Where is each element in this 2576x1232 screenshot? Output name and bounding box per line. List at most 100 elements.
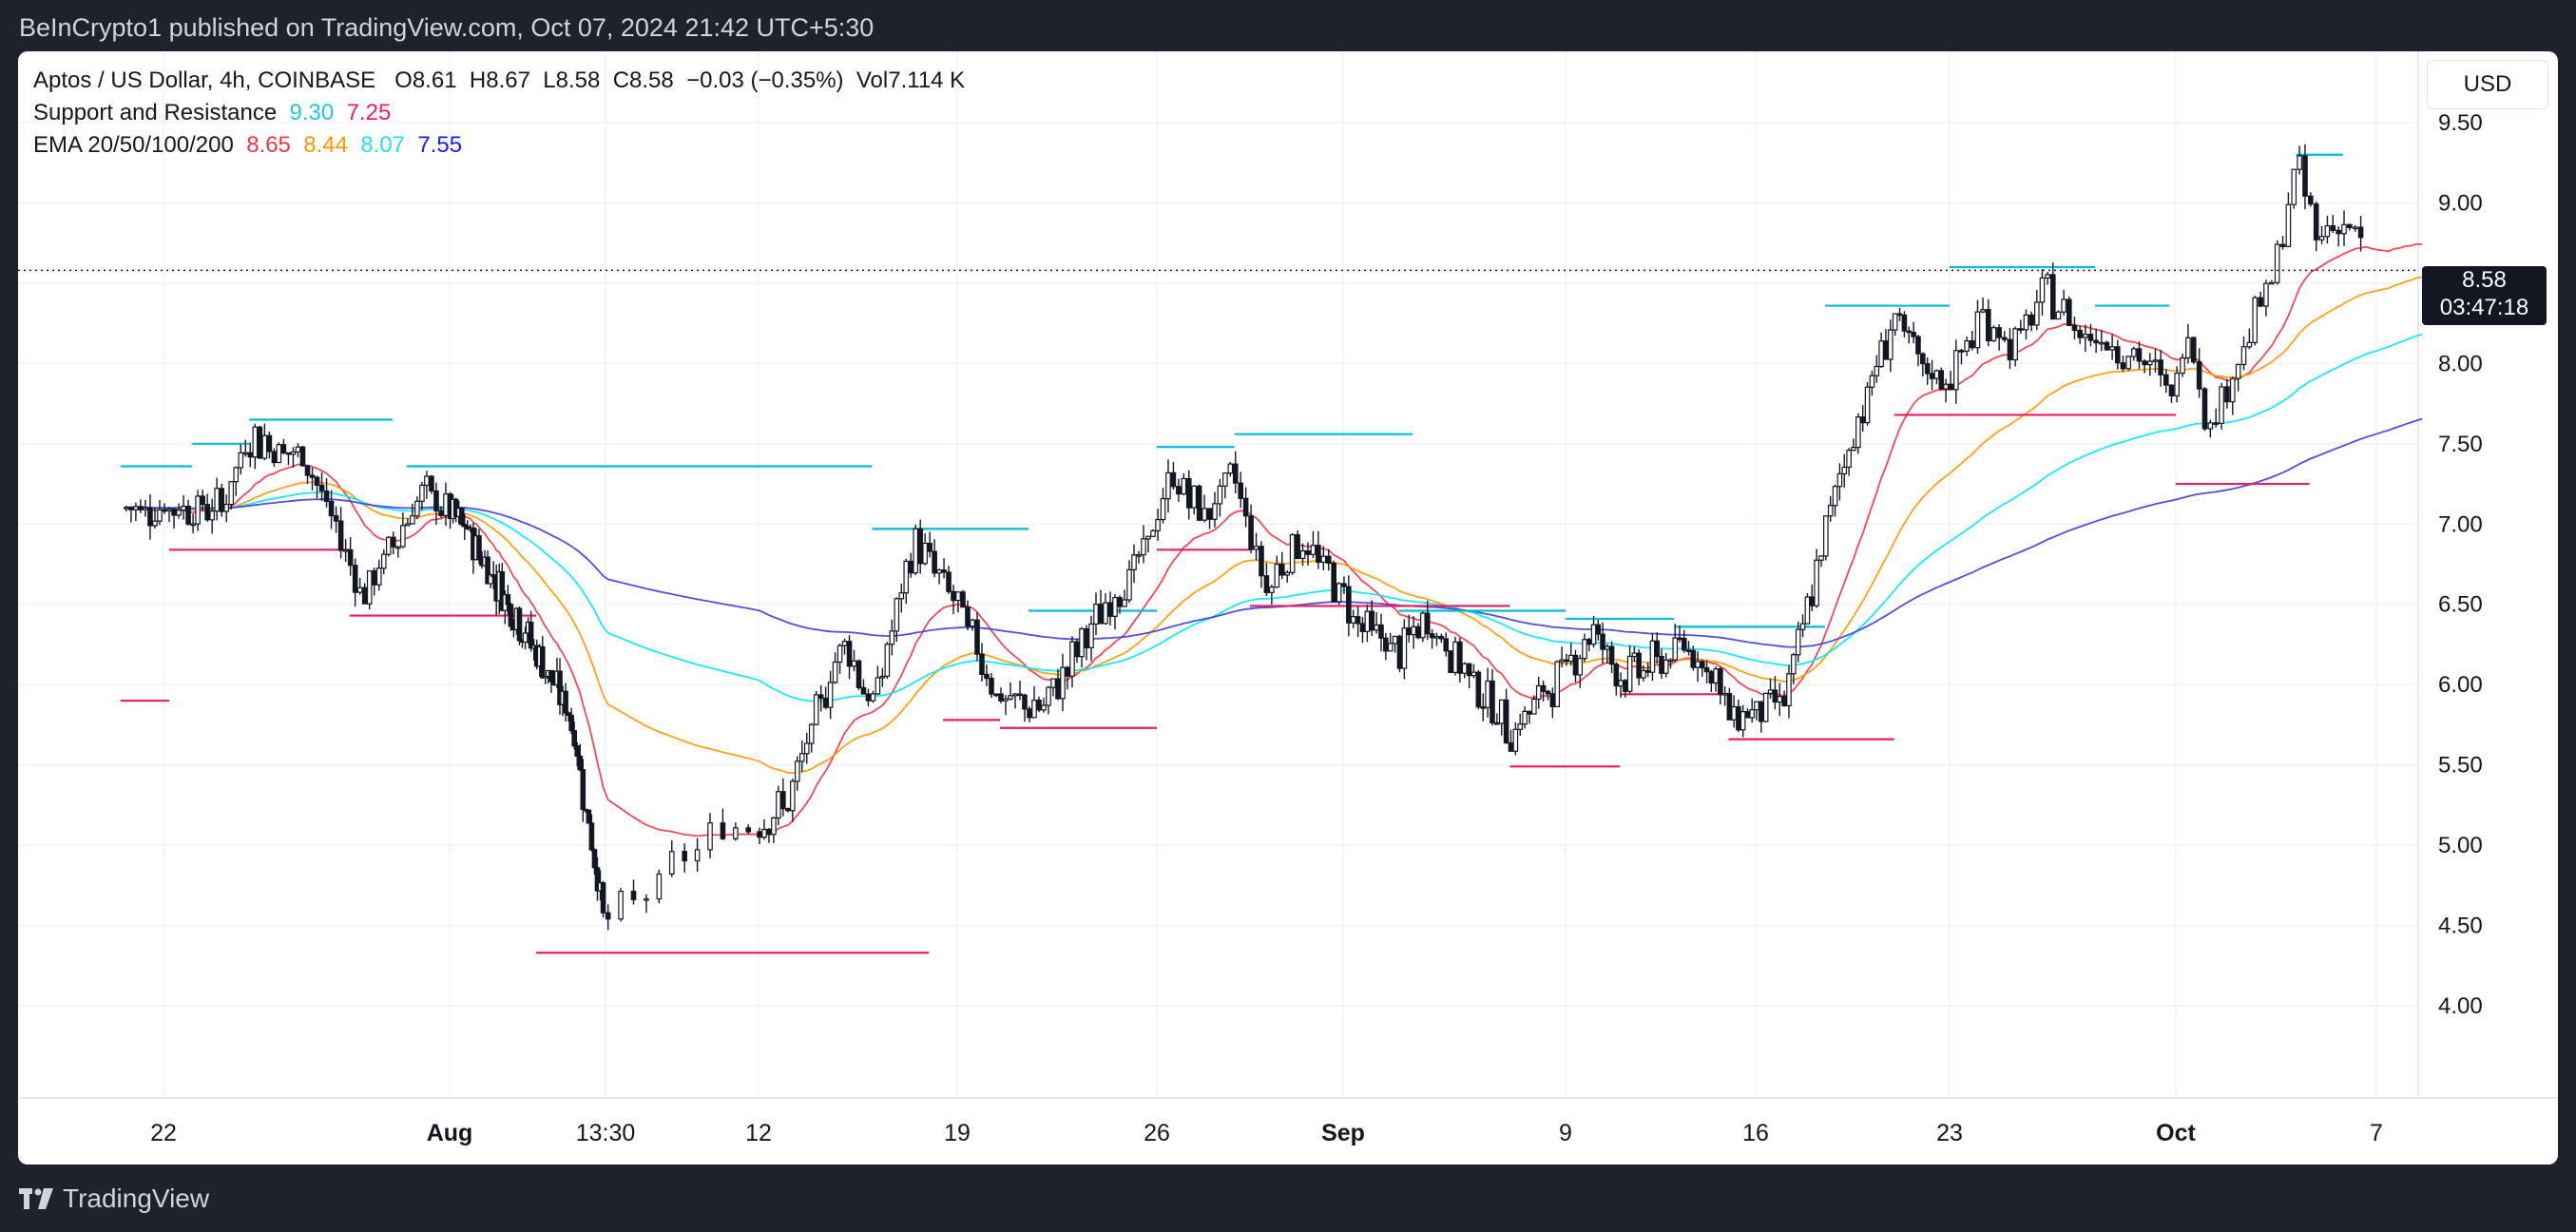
candle-body [1883, 340, 1889, 360]
candle-body [1055, 678, 1061, 700]
candle [1700, 659, 1705, 677]
candle-body [913, 528, 919, 574]
candle [214, 477, 220, 521]
candle [138, 499, 144, 513]
candle-body [1970, 339, 1975, 349]
candle [395, 546, 401, 558]
candle [162, 503, 167, 514]
candle [2352, 224, 2358, 232]
price-tick-label: 5.50 [2438, 753, 2483, 779]
ema-50-line [125, 276, 2423, 775]
candle-body [1350, 616, 1356, 624]
candle-body [152, 520, 158, 527]
candle-body [1117, 596, 1123, 607]
candle [252, 423, 259, 470]
candle [190, 513, 196, 534]
candle-body [2120, 362, 2126, 370]
candle-body [400, 525, 406, 548]
candle [1494, 713, 1500, 725]
legend-symbol-row[interactable]: Aptos / US Dollar, 4h, COINBASE O8.61 H8… [33, 65, 965, 97]
candle [1003, 695, 1009, 716]
candle [1176, 478, 1182, 502]
candle-body [1050, 678, 1056, 688]
candle [128, 506, 134, 523]
legend-sr-row[interactable]: Support and Resistance 9.30 7.25 [33, 97, 965, 129]
candle [1346, 575, 1352, 637]
candle-body [1677, 637, 1682, 641]
candle [1331, 560, 1337, 603]
candle [2115, 339, 2121, 370]
candle [1626, 645, 1633, 695]
candle [1980, 297, 1986, 314]
currency-button[interactable]: USD [2427, 60, 2548, 109]
candle [941, 558, 947, 579]
price-chart[interactable]: 9.509.008.508.007.507.006.506.005.505.00… [18, 51, 2558, 1165]
candle-body [290, 451, 297, 455]
candle-body [1485, 680, 1490, 708]
candle-body [2219, 386, 2224, 424]
candle [1098, 589, 1104, 625]
candle-body [1131, 554, 1137, 570]
candle [1490, 669, 1495, 726]
candle [1708, 669, 1715, 693]
candle [543, 675, 548, 684]
candle-body [1008, 695, 1013, 700]
candle [356, 577, 363, 595]
candle-body [1122, 599, 1127, 607]
candle-body [1017, 693, 1023, 697]
candle-body [979, 653, 985, 675]
candle-body [1535, 684, 1542, 701]
candle-body [257, 426, 263, 459]
brand-name: TradingView [63, 1184, 210, 1213]
candle-body [757, 831, 762, 838]
candle-body [223, 504, 230, 512]
price-tick-label: 6.50 [2438, 592, 2483, 618]
candle [2125, 356, 2131, 371]
candle [1433, 632, 1440, 646]
candle-body [1744, 711, 1751, 719]
time-tick-label: Aug [427, 1120, 473, 1146]
candle-body [1242, 497, 1249, 517]
candle-body [1278, 563, 1285, 576]
candle [2336, 226, 2341, 247]
candle-body [2190, 337, 2197, 363]
publish-header: BeInCrypto1 published on TradingView.com… [0, 0, 2576, 55]
candle-body [1212, 503, 1218, 520]
candle [1036, 696, 1042, 713]
candle [1274, 555, 1280, 588]
candle-body [1191, 485, 1198, 509]
chart-panel[interactable]: 9.509.008.508.007.507.006.506.005.505.00… [18, 51, 2558, 1165]
legend-ema-row[interactable]: EMA 20/50/100/200 8.65 8.44 8.07 7.55 [33, 129, 965, 162]
candle-body [2324, 224, 2331, 238]
candle [1181, 472, 1187, 495]
candle [318, 472, 325, 501]
candle [1703, 660, 1710, 683]
candle-body [1708, 670, 1715, 684]
candle-body [2240, 346, 2247, 366]
candle [1948, 371, 1953, 391]
candle-body [347, 549, 354, 567]
tradingview-brand[interactable]: TradingView [19, 1184, 209, 1214]
candle-body [1980, 309, 1986, 313]
ema-200-line [125, 417, 2423, 648]
candle [2087, 323, 2094, 347]
candle-body [458, 508, 465, 526]
candle-body [1036, 699, 1042, 711]
candle [1577, 654, 1584, 688]
candle [539, 635, 546, 679]
candle-body [1452, 641, 1458, 673]
candle [1269, 585, 1275, 605]
candle [1289, 532, 1296, 575]
candle-body [1759, 701, 1764, 722]
candle-body [841, 641, 848, 646]
candle [516, 606, 523, 645]
candle-body [2152, 359, 2159, 362]
candle [185, 499, 191, 526]
candle [295, 443, 301, 457]
candle [1996, 324, 2002, 351]
candle [2308, 192, 2314, 207]
candle-body [1181, 477, 1187, 495]
candle [1718, 666, 1723, 704]
candle [1150, 529, 1156, 537]
candle [865, 688, 872, 707]
